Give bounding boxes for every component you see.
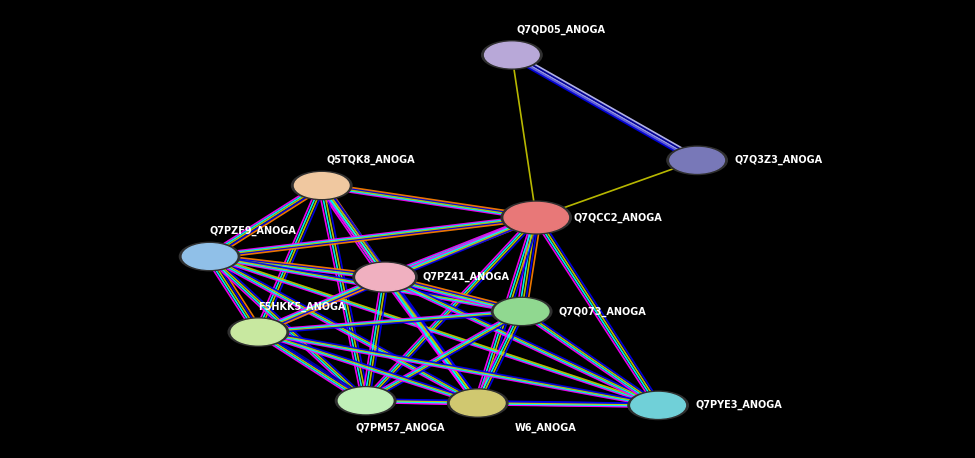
Text: Q7QCC2_ANOGA: Q7QCC2_ANOGA [573,213,662,223]
Circle shape [482,41,542,69]
Text: Q7Q073_ANOGA: Q7Q073_ANOGA [559,306,646,316]
Circle shape [667,146,727,174]
Circle shape [501,201,571,234]
Circle shape [353,262,417,292]
Circle shape [356,263,414,291]
Text: Q5TQK8_ANOGA: Q5TQK8_ANOGA [327,155,415,165]
Circle shape [338,388,393,414]
Text: Q7QD05_ANOGA: Q7QD05_ANOGA [517,25,605,35]
Circle shape [491,297,552,326]
Circle shape [494,299,549,324]
Circle shape [628,391,688,420]
Circle shape [179,242,240,271]
Circle shape [182,244,237,269]
Text: Q7PYE3_ANOGA: Q7PYE3_ANOGA [695,400,782,410]
Circle shape [450,390,505,416]
Circle shape [670,147,724,173]
Circle shape [292,171,352,200]
Circle shape [485,42,539,68]
Text: Q7Q3Z3_ANOGA: Q7Q3Z3_ANOGA [734,155,822,165]
Circle shape [504,202,568,233]
Circle shape [335,387,396,415]
Circle shape [631,393,685,418]
Circle shape [294,173,349,198]
Text: F5HKK5_ANOGA: F5HKK5_ANOGA [258,302,346,312]
Text: W6_ANOGA: W6_ANOGA [515,423,576,433]
Text: Q7PZF9_ANOGA: Q7PZF9_ANOGA [210,226,296,236]
Circle shape [228,318,289,346]
Text: Q7PZ41_ANOGA: Q7PZ41_ANOGA [422,272,509,282]
Text: Q7PM57_ANOGA: Q7PM57_ANOGA [356,423,446,433]
Circle shape [231,319,286,345]
Circle shape [448,389,508,417]
